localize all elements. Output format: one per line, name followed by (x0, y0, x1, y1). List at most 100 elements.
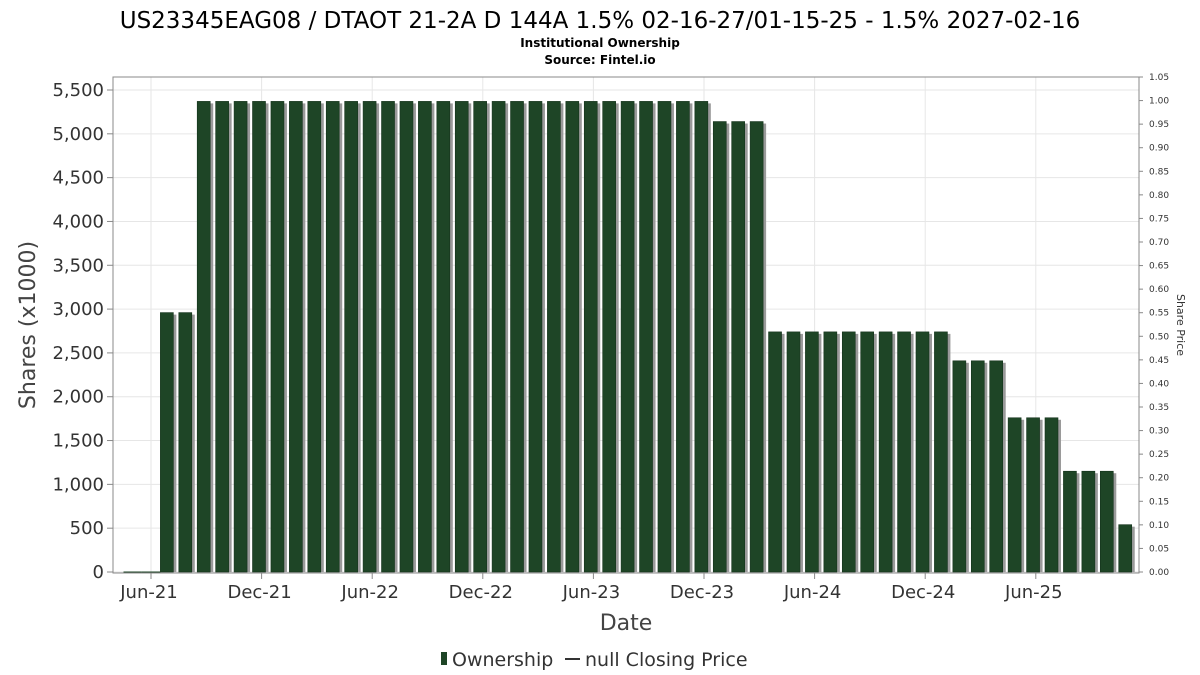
y-tick-label: 0 (93, 562, 104, 583)
ownership-bar (1099, 470, 1114, 573)
bar-swatch-icon (441, 652, 447, 665)
chart-source: Source: Fintel.io (544, 53, 655, 67)
ownership-bar (694, 101, 709, 573)
ownership-bar (307, 101, 322, 573)
ownership-bar (934, 331, 948, 573)
legend: Ownership null Closing Price (441, 649, 748, 671)
ownership-bar (399, 101, 414, 573)
ownership-bar (252, 101, 266, 573)
y2-tick-label: 0.70 (1149, 238, 1169, 248)
x-tick-label: Jun-21 (119, 582, 178, 603)
y2-axis-ticks: 0.00 0.05 0.10 0.15 0.20 0.25 0.30 0.35 0.40 0.45… (1139, 73, 1169, 578)
x-tick-label: Jun-23 (562, 582, 621, 603)
y2-tick-label: 0.30 (1149, 427, 1169, 437)
ownership-bar (454, 101, 469, 573)
y2-tick-label: 1.05 (1149, 73, 1169, 83)
plot-area (112, 76, 1140, 574)
x-tick-label: Dec-21 (227, 582, 291, 603)
bars (123, 101, 1135, 573)
y-tick-label: 2,000 (52, 387, 104, 408)
ownership-bar (749, 121, 764, 573)
y2-tick-label: 0.35 (1149, 403, 1169, 413)
y2-tick-label: 0.80 (1149, 191, 1169, 201)
ownership-bar (1007, 417, 1022, 573)
ownership-bar (178, 312, 193, 573)
ownership-bar (1026, 417, 1040, 573)
ownership-bar (547, 101, 561, 573)
y2-tick-label: 0.95 (1149, 120, 1169, 130)
ownership-bar (897, 331, 911, 573)
ownership-bar (1044, 417, 1059, 573)
ownership-bar (160, 312, 174, 573)
ownership-bar (491, 101, 506, 573)
y-tick-label: 4,000 (52, 211, 104, 232)
ownership-bar (676, 101, 690, 573)
x-tick-label: Jun-22 (340, 582, 399, 603)
ownership-bar (731, 121, 745, 573)
ownership-bar (233, 101, 248, 573)
x-axis-ticks: Jun-21 Dec-21 Jun-22 Dec-22 Jun-23 Dec-23 Jun-… (119, 573, 1063, 603)
ownership-bar (436, 101, 451, 573)
ownership-bar (952, 360, 967, 573)
x-tick-label: Jun-24 (783, 582, 842, 603)
ownership-bar (1081, 470, 1096, 573)
ownership-bar (805, 331, 819, 573)
y2-axis-label: Share Price (1174, 294, 1187, 356)
ownership-bar (362, 101, 377, 573)
chart-subtitle: Institutional Ownership (520, 36, 680, 50)
ownership-bar (196, 101, 211, 573)
ownership-bar (639, 101, 653, 573)
y2-tick-label: 0.85 (1149, 167, 1169, 177)
x-tick-label: Dec-22 (449, 582, 513, 603)
ownership-bar (1118, 524, 1133, 573)
ownership-bar (712, 121, 727, 573)
x-tick-label: Jun-25 (1004, 582, 1063, 603)
legend-closing-price-label: null Closing Price (585, 649, 748, 671)
x-tick-label: Dec-24 (891, 582, 955, 603)
y-tick-label: 2,500 (52, 343, 104, 364)
y-tick-label: 5,000 (52, 124, 104, 145)
ownership-bar (989, 360, 1004, 573)
y2-tick-label: 0.05 (1149, 544, 1169, 554)
y2-tick-label: 0.00 (1149, 568, 1169, 578)
y2-tick-label: 0.20 (1149, 474, 1169, 484)
ownership-bar (289, 101, 303, 573)
y2-tick-label: 0.90 (1149, 144, 1169, 154)
y-axis-label: Shares (x1000) (16, 241, 41, 409)
ownership-bar (841, 331, 856, 573)
ownership-bar (270, 101, 285, 573)
y-tick-label: 500 (70, 518, 104, 539)
ownership-bar (381, 101, 395, 573)
y-tick-label: 4,500 (52, 168, 104, 189)
ownership-bar (344, 101, 358, 573)
ownership-bar (325, 101, 340, 573)
y2-tick-label: 1.00 (1149, 97, 1169, 107)
ownership-bar (823, 331, 838, 573)
ownership-bar (657, 101, 672, 573)
y-tick-label: 1,000 (52, 474, 104, 495)
y2-tick-label: 0.60 (1149, 285, 1169, 295)
ownership-bar (786, 331, 801, 573)
y-axis-ticks: 0 500 1,000 1,500 2,000 2,500 3,000 3,500 4,000 4… (52, 80, 113, 583)
ownership-bar (768, 331, 782, 573)
y2-tick-label: 0.75 (1149, 214, 1169, 224)
y2-tick-label: 0.45 (1149, 356, 1169, 366)
y2-tick-label: 0.65 (1149, 262, 1169, 272)
y2-tick-label: 0.55 (1149, 309, 1169, 319)
ownership-bar (473, 101, 487, 573)
ownership-bar (215, 101, 229, 573)
ownership-bar (878, 331, 893, 573)
legend-ownership-label: Ownership (452, 649, 553, 671)
ownership-bar (1063, 470, 1077, 573)
y-tick-label: 1,500 (52, 431, 104, 452)
ownership-bar (583, 101, 598, 573)
x-tick-label: Dec-23 (670, 582, 734, 603)
y2-tick-label: 0.25 (1149, 450, 1169, 460)
chart-title: US23345EAG08 / DTAOT 21-2A D 144A 1.5% 0… (120, 8, 1081, 34)
ownership-bar (510, 101, 524, 573)
y-tick-label: 3,500 (52, 255, 104, 276)
ownership-bar (860, 331, 875, 573)
y2-tick-label: 0.50 (1149, 332, 1169, 342)
y-tick-label: 3,000 (52, 299, 104, 320)
